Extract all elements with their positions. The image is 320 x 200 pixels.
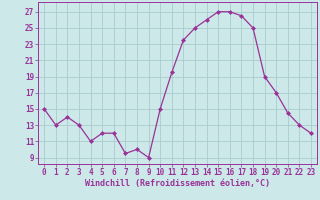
X-axis label: Windchill (Refroidissement éolien,°C): Windchill (Refroidissement éolien,°C) <box>85 179 270 188</box>
